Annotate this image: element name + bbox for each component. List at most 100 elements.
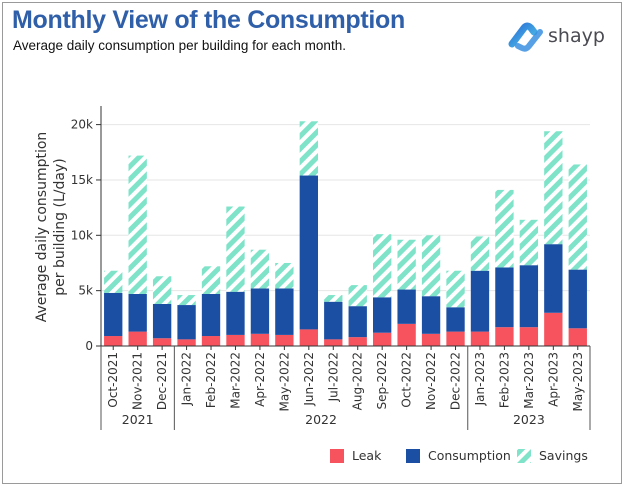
bar-consumption-nov-2022 bbox=[421, 296, 441, 334]
year-label: 2021 bbox=[122, 412, 154, 427]
bar-savings-oct-2021 bbox=[104, 270, 123, 293]
y-tick-label: 20k bbox=[71, 118, 93, 132]
year-label: 2023 bbox=[513, 412, 545, 427]
x-tick-label: Aug-2022 bbox=[351, 352, 365, 410]
bar-leak-dec-2022 bbox=[446, 331, 465, 346]
x-tick-label: Jul-2022 bbox=[326, 352, 340, 402]
bar-savings-nov-2022 bbox=[421, 235, 441, 297]
bar-leak-jun-2022 bbox=[299, 329, 318, 346]
x-tick-label: Oct-2021 bbox=[106, 352, 120, 408]
x-tick-label: Dec-2022 bbox=[449, 352, 463, 410]
bar-leak-may-2023 bbox=[568, 328, 587, 346]
bar-savings-jul-2022 bbox=[324, 295, 343, 302]
bar-savings-apr-2023 bbox=[544, 131, 563, 245]
bar-savings-jan-2022 bbox=[177, 295, 196, 306]
bar-leak-nov-2021 bbox=[128, 331, 147, 346]
bar-savings-apr-2022 bbox=[250, 249, 270, 289]
bar-consumption-dec-2021 bbox=[152, 303, 172, 339]
bar-savings-sep-2022 bbox=[373, 234, 392, 298]
y-tick-label: 5k bbox=[78, 284, 93, 298]
shayp-logo-icon bbox=[508, 22, 543, 52]
bar-savings-jan-2023 bbox=[470, 236, 490, 271]
bar-consumption-may-2022 bbox=[275, 288, 294, 335]
y-tick-label: 10k bbox=[71, 228, 93, 242]
x-tick-label: Nov-2021 bbox=[131, 352, 145, 410]
bar-consumption-nov-2021 bbox=[128, 293, 147, 332]
x-tick-label: May-2022 bbox=[277, 352, 291, 411]
legend-label-savings: Savings bbox=[539, 448, 588, 463]
x-tick-label: Jun-2022 bbox=[302, 352, 316, 407]
y-axis-title-line2: per building (L/day) bbox=[52, 158, 68, 295]
bar-savings-dec-2022 bbox=[446, 270, 465, 308]
x-tick-label: Apr-2023 bbox=[546, 352, 560, 407]
legend-swatch-savings bbox=[517, 449, 531, 463]
bar-leak-jul-2022 bbox=[324, 339, 343, 346]
bar-leak-apr-2023 bbox=[544, 312, 563, 346]
legend-label-leak: Leak bbox=[352, 448, 382, 463]
bar-leak-mar-2023 bbox=[519, 327, 539, 346]
bar-savings-oct-2022 bbox=[397, 239, 416, 290]
bar-leak-nov-2022 bbox=[421, 333, 441, 346]
bar-savings-may-2023 bbox=[568, 164, 587, 270]
bar-consumption-mar-2022 bbox=[226, 291, 245, 335]
brand-name: shayp bbox=[548, 25, 605, 47]
bar-consumption-oct-2022 bbox=[397, 289, 416, 324]
x-tick-label: Nov-2022 bbox=[424, 352, 438, 410]
x-tick-label: Feb-2022 bbox=[204, 352, 218, 408]
bar-consumption-dec-2022 bbox=[446, 307, 465, 332]
x-tick-label: Feb-2023 bbox=[497, 352, 511, 408]
bar-savings-dec-2021 bbox=[152, 276, 172, 304]
bar-leak-aug-2022 bbox=[348, 337, 367, 346]
bar-savings-nov-2021 bbox=[128, 155, 147, 294]
x-tick-label: Sep-2022 bbox=[375, 352, 389, 410]
bar-leak-sep-2022 bbox=[373, 332, 392, 346]
bar-savings-mar-2022 bbox=[226, 206, 245, 292]
bar-consumption-feb-2022 bbox=[201, 293, 221, 337]
bar-leak-jan-2022 bbox=[177, 339, 196, 346]
x-tick-label: Mar-2023 bbox=[522, 352, 536, 409]
bar-savings-feb-2023 bbox=[495, 189, 514, 268]
bar-leak-mar-2022 bbox=[226, 334, 245, 346]
legend-swatch-leak bbox=[330, 449, 344, 463]
bar-consumption-jun-2022 bbox=[299, 175, 318, 330]
bar-leak-oct-2021 bbox=[104, 336, 123, 346]
bar-consumption-jan-2023 bbox=[470, 270, 490, 332]
bar-consumption-aug-2022 bbox=[348, 306, 367, 338]
x-tick-label: May-2023 bbox=[571, 352, 585, 411]
year-label: 2022 bbox=[305, 412, 337, 427]
bar-savings-may-2022 bbox=[275, 262, 294, 289]
bar-leak-apr-2022 bbox=[250, 333, 270, 346]
x-tick-label: Jan-2022 bbox=[180, 352, 194, 406]
bar-consumption-may-2023 bbox=[568, 269, 587, 329]
legend-label-consumption: Consumption bbox=[428, 448, 511, 463]
x-tick-label: Mar-2022 bbox=[228, 352, 242, 409]
bar-savings-aug-2022 bbox=[348, 285, 367, 307]
bar-consumption-sep-2022 bbox=[373, 297, 392, 333]
bar-consumption-feb-2023 bbox=[495, 267, 514, 328]
bar-consumption-jul-2022 bbox=[324, 301, 343, 340]
x-tick-label: Oct-2022 bbox=[400, 352, 414, 408]
bar-consumption-oct-2021 bbox=[104, 292, 123, 337]
x-tick-label: Jan-2023 bbox=[473, 352, 487, 406]
y-tick-label: 15k bbox=[71, 173, 93, 187]
y-axis-title-line1: Average daily consumption bbox=[34, 132, 50, 323]
page-subtitle: Average daily consumption per building f… bbox=[13, 38, 346, 53]
bar-leak-may-2022 bbox=[275, 334, 294, 346]
x-tick-label: Dec-2021 bbox=[155, 352, 169, 410]
bar-savings-feb-2022 bbox=[201, 266, 221, 294]
page-title: Monthly View of the Consumption bbox=[12, 6, 405, 34]
bar-leak-jan-2023 bbox=[470, 331, 490, 346]
bar-leak-feb-2023 bbox=[495, 327, 514, 346]
x-tick-label: Apr-2022 bbox=[253, 352, 267, 407]
bar-consumption-apr-2023 bbox=[544, 244, 563, 313]
legend-swatch-consumption bbox=[406, 449, 420, 463]
bar-consumption-apr-2022 bbox=[250, 288, 270, 334]
bar-savings-jun-2022 bbox=[299, 121, 318, 176]
bar-leak-oct-2022 bbox=[397, 323, 416, 346]
bar-leak-dec-2021 bbox=[152, 338, 172, 346]
bar-consumption-jan-2022 bbox=[177, 305, 196, 340]
bar-consumption-mar-2023 bbox=[519, 265, 539, 328]
y-tick-label: 0 bbox=[85, 339, 93, 353]
bar-savings-mar-2023 bbox=[519, 219, 539, 266]
